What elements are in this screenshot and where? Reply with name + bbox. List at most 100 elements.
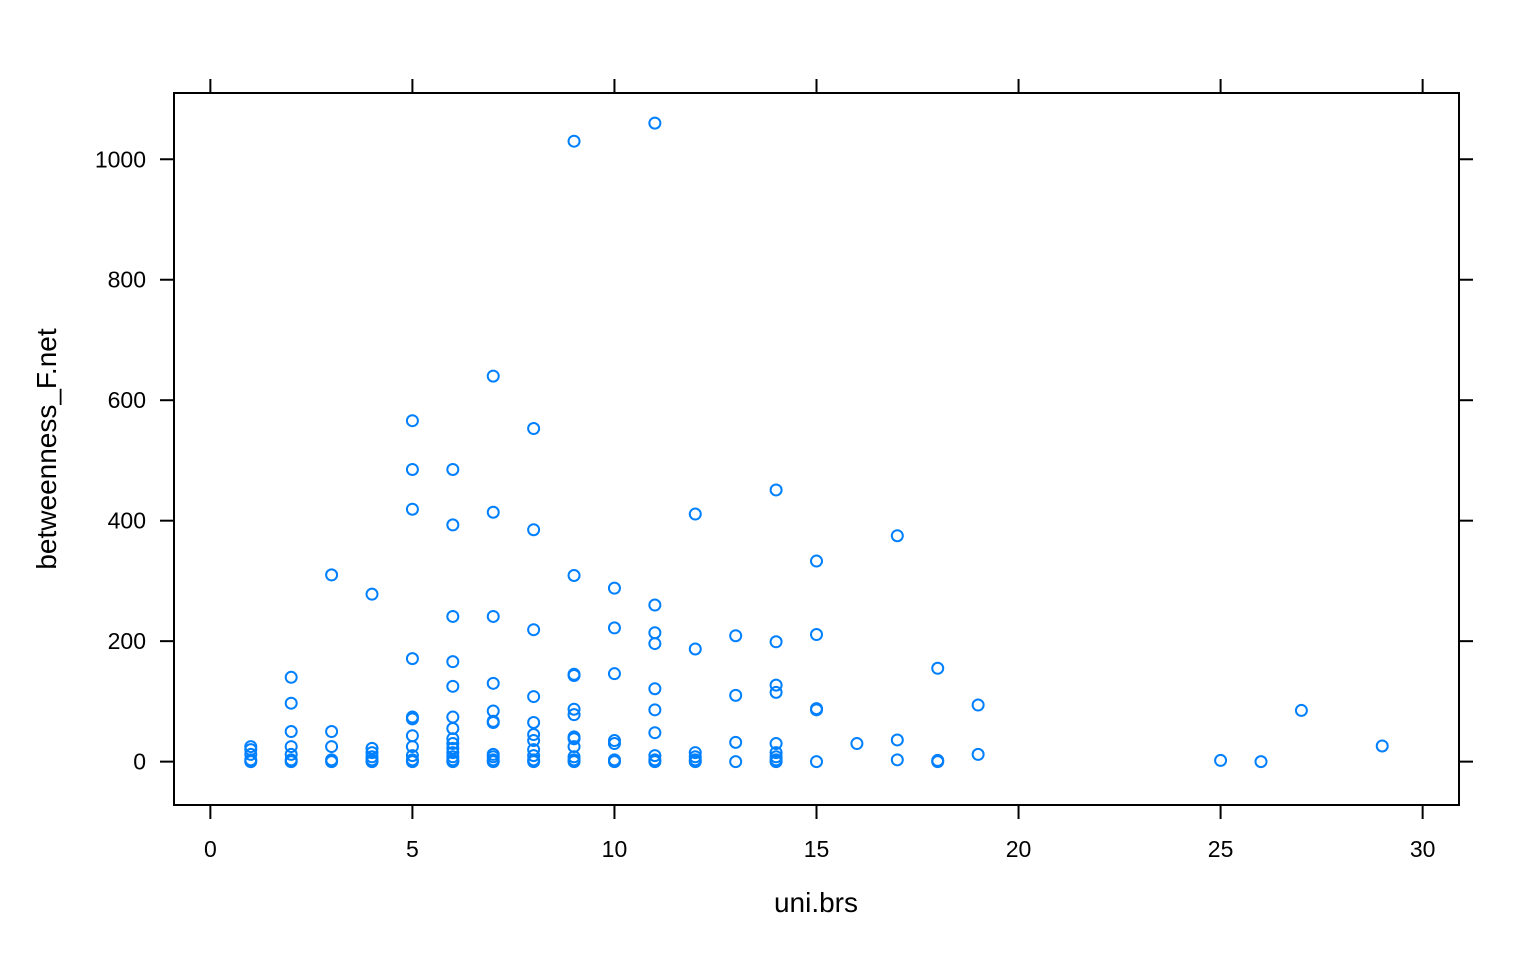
data-point [244,747,258,761]
data-point [1254,755,1268,769]
data-point [729,688,743,702]
data-point [486,676,500,690]
data-point [648,637,662,651]
data-point [567,702,581,716]
data-point [648,626,662,640]
data-point [527,523,541,537]
data-point [284,670,298,684]
data-point [890,733,904,747]
data-point [486,609,500,623]
data-point [769,635,783,649]
data-point [486,747,500,761]
data-point [405,749,419,763]
data-point [567,568,581,582]
data-point [405,502,419,516]
data-point [810,755,823,769]
axis-ticks: 0 5 10 15 20 25 30 0 200 400 600 800 1000 [95,79,1473,862]
data-point [325,753,339,767]
data-point [527,623,541,637]
data-point [890,529,904,543]
data-point [405,414,419,428]
data-point [648,703,662,717]
data-point [365,750,379,764]
data-point [284,740,298,754]
data-point [810,554,823,568]
data-point [648,749,662,763]
data-point [1375,739,1389,753]
x-tick-label: 30 [1410,836,1436,862]
data-point [688,746,702,760]
data-point [769,737,783,751]
y-tick-label: 200 [108,628,146,654]
data-point [527,749,541,763]
data-point [446,737,460,751]
data-point [527,734,541,748]
x-axis-label: uni.brs [774,887,858,918]
data-point [688,750,702,764]
data-point [729,629,743,643]
x-tick-label: 0 [204,836,217,862]
y-tick-label: 600 [108,387,146,413]
data-point [446,518,460,532]
data-point [527,728,541,742]
x-tick-label: 20 [1006,836,1032,862]
data-point [325,725,339,739]
data-point [527,715,541,729]
data-point [527,743,541,757]
data-point [931,753,945,767]
y-tick-label: 400 [108,508,146,534]
data-point [607,734,621,748]
data-point [446,710,460,724]
data-point [729,755,743,769]
x-tick-label: 15 [804,836,830,862]
data-point [567,708,581,722]
data-point [567,730,581,744]
data-point [405,753,419,767]
data-point [446,655,460,669]
data-point [446,609,460,623]
data-point [365,741,379,755]
data-point [567,667,581,681]
data-point [688,507,702,521]
data-point [486,369,500,383]
data-point [527,422,541,436]
data-point [769,685,783,699]
data-point [325,740,339,754]
data-point [446,741,460,755]
data-point [648,116,662,130]
data-points [244,116,1389,769]
x-tick-label: 5 [406,836,419,862]
data-point [405,710,419,724]
data-point [325,568,339,582]
data-point [1214,753,1228,767]
data-point [405,729,419,743]
data-point [244,740,258,754]
data-point [729,735,743,749]
data-point [648,726,662,740]
data-point [971,698,985,712]
data-point [567,134,581,148]
data-point [446,750,460,764]
x-tick-label: 25 [1208,836,1234,862]
data-point [850,737,864,751]
data-point [607,753,621,767]
data-point [648,753,662,767]
y-tick-label: 800 [108,267,146,293]
data-point [405,652,419,666]
y-axis-label: betweenness_F.net [31,328,62,570]
data-point [486,505,500,519]
data-point [810,628,823,642]
data-point [1294,703,1308,717]
data-point [971,747,985,761]
data-point [769,678,783,692]
data-point [284,696,298,710]
data-point [486,704,500,718]
data-point [890,753,904,767]
data-point [365,746,379,760]
y-tick-label: 0 [133,749,146,775]
data-point [931,661,945,675]
data-point [284,725,298,739]
data-point [446,746,460,760]
